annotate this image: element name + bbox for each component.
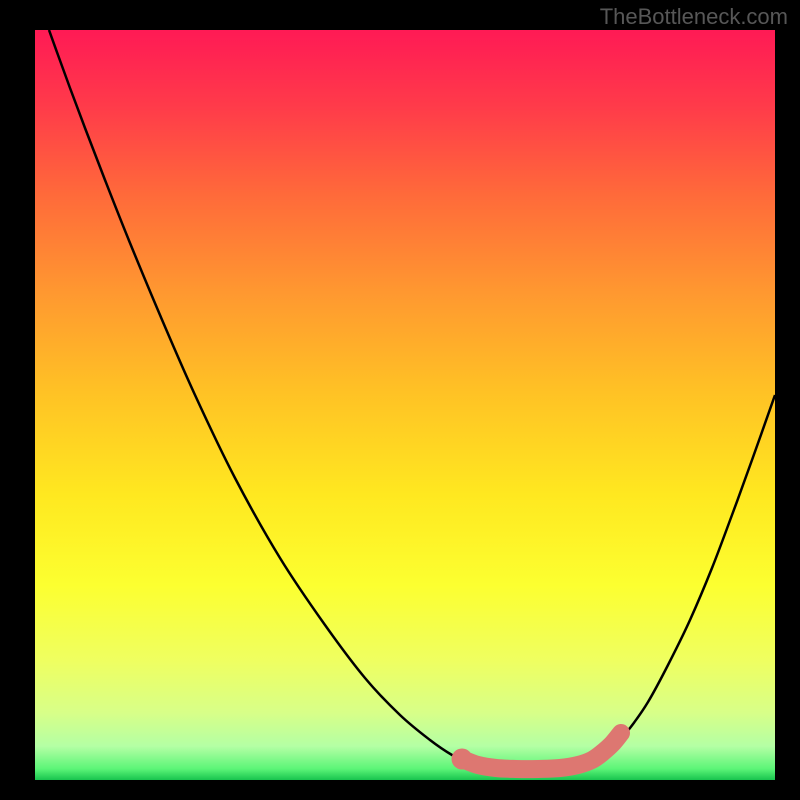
optimal-range-start-dot — [452, 749, 473, 770]
watermark-text: TheBottleneck.com — [600, 4, 788, 30]
bottleneck-curve-chart — [0, 0, 800, 800]
chart-gradient-background — [35, 30, 775, 780]
